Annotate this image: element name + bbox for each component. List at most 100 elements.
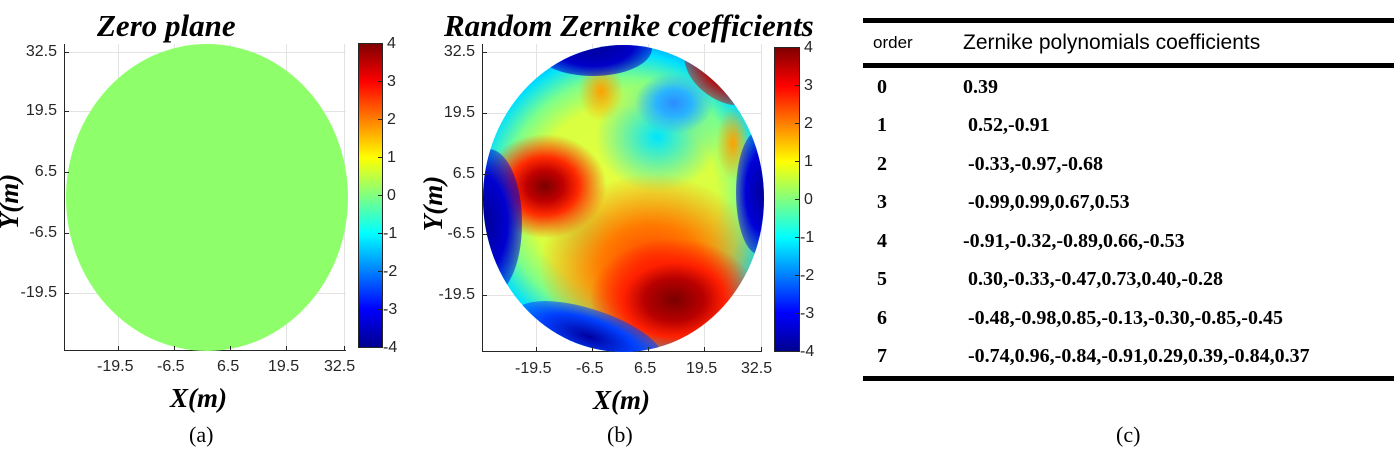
colorbar-label: -3	[383, 301, 398, 318]
colorbar-label: 0	[387, 187, 396, 204]
x-tick-mark	[174, 346, 175, 350]
y-tick-mark	[483, 295, 487, 296]
colorbar-tick	[795, 275, 799, 276]
y-tick-mark	[483, 174, 487, 175]
cell-order: 1	[877, 114, 887, 137]
edge-peak-upper-left	[483, 87, 503, 131]
y-tick-label: 6.5	[452, 165, 475, 182]
caption-b: (b)	[607, 422, 633, 447]
colorbar-label: 1	[387, 149, 396, 166]
plot-a-xlabel: X(m)	[170, 383, 227, 413]
colorbar-tick	[378, 157, 382, 158]
plot-b-axes	[482, 44, 764, 352]
plot-b-ylabel: Y(m)	[418, 175, 449, 232]
cell-coefficients: -0.91,-0.32,-0.89,0.66,-0.53	[963, 229, 1185, 252]
colorbar-tick	[378, 81, 382, 82]
cell-coefficients: 0.52,-0.91	[963, 114, 1050, 137]
colorbar-label: -3	[800, 305, 815, 322]
edge-trough-right	[735, 130, 764, 254]
zero-plane-surface	[66, 44, 348, 351]
y-tick-label: 19.5	[443, 104, 475, 121]
x-tick-mark	[648, 347, 649, 351]
cell-coefficients: -0.99,0.99,0.67,0.53	[963, 191, 1130, 214]
plot-b-colorbar	[774, 47, 800, 352]
colorbar-tick	[795, 123, 799, 124]
x-tick-mark	[344, 346, 345, 350]
y-tick-label: -19.5	[20, 284, 57, 301]
colorbar-tick	[378, 195, 382, 196]
colorbar-tick	[378, 271, 382, 272]
cell-coefficients: -0.33,-0.97,-0.68	[963, 152, 1103, 175]
x-tick-label: 6.5	[634, 360, 657, 377]
x-tick-label: 32.5	[741, 360, 773, 377]
colorbar-label: 2	[387, 111, 396, 128]
y-tick-mark	[65, 111, 69, 112]
caption-a: (a)	[189, 422, 214, 447]
cell-order: 5	[877, 268, 887, 291]
colorbar-label: 0	[804, 191, 813, 208]
table-row: 5 0.30,-0.33,-0.47,0.73,0.40,-0.28	[863, 261, 1394, 300]
header-coefficients: Zernike polynomials coefficients	[963, 18, 1394, 68]
x-tick-mark	[230, 346, 231, 350]
plot-b-xlabel: X(m)	[593, 385, 650, 415]
colorbar-tick	[795, 237, 799, 238]
edge-trough-left	[483, 149, 523, 297]
y-tick-label: -6.5	[29, 224, 57, 241]
table-row: 6 -0.48,-0.98,0.85,-0.13,-0.30,-0.85,-0.…	[863, 299, 1394, 338]
x-tick-label: -19.5	[515, 360, 552, 377]
x-tick-label: 6.5	[217, 358, 240, 375]
plot-a-axes	[64, 44, 348, 351]
y-tick-label: 32.5	[443, 43, 475, 60]
colorbar-tick	[378, 233, 382, 234]
cell-order: 3	[877, 191, 887, 214]
header-order: order	[863, 18, 963, 68]
colorbar-label: 2	[804, 115, 813, 132]
table-row: 4 -0.91,-0.32,-0.89,0.66,-0.53	[863, 222, 1394, 261]
x-tick-label: -6.5	[157, 358, 185, 375]
colorbar-label: 3	[804, 77, 813, 94]
colorbar-label: 1	[804, 153, 813, 170]
y-tick-mark	[65, 233, 69, 234]
zernike-surface	[483, 45, 764, 352]
colorbar-tick	[378, 309, 382, 310]
edge-trough-top	[533, 45, 652, 76]
y-tick-mark	[483, 52, 487, 53]
x-tick-label: 19.5	[686, 360, 718, 377]
colorbar-tick	[795, 161, 799, 162]
plot-b-title: Random Zernike coefficients	[444, 8, 814, 43]
colorbar-tick	[795, 313, 799, 314]
colorbar-label: 3	[387, 73, 396, 90]
plot-a-ylabel: Y(m)	[0, 173, 25, 230]
x-tick-label: -6.5	[576, 360, 604, 377]
table-header-row: order Zernike polynomials coefficients	[863, 18, 1394, 68]
y-tick-label: 32.5	[25, 43, 57, 60]
zernike-coefficients-table: order Zernike polynomials coefficients 0…	[863, 18, 1394, 381]
plot-a-title: Zero plane	[97, 8, 236, 43]
edge-trough-bottom-left	[506, 286, 671, 352]
colorbar-label: 4	[804, 39, 813, 56]
x-tick-mark	[592, 347, 593, 351]
colorbar-label: -1	[800, 229, 815, 246]
x-tick-mark	[536, 347, 537, 351]
y-tick-label: -19.5	[438, 286, 475, 303]
y-tick-label: 19.5	[25, 102, 57, 119]
colorbar-label: 4	[387, 35, 396, 52]
y-tick-mark	[65, 52, 69, 53]
colorbar-tick	[795, 199, 799, 200]
colorbar-label: -4	[800, 343, 815, 360]
colorbar-tick	[378, 119, 382, 120]
x-tick-label: -19.5	[97, 358, 134, 375]
colorbar-label: -1	[383, 225, 398, 242]
x-tick-mark	[704, 347, 705, 351]
x-tick-mark	[118, 346, 119, 350]
y-tick-mark	[483, 113, 487, 114]
x-tick-mark	[286, 346, 287, 350]
x-tick-label: 19.5	[268, 358, 300, 375]
y-tick-label: 6.5	[34, 163, 57, 180]
caption-c: (c)	[1116, 422, 1141, 447]
table-row: 2 -0.33,-0.97,-0.68	[863, 145, 1394, 184]
cell-order: 6	[877, 306, 887, 329]
cell-order: 2	[877, 152, 887, 175]
plot-a-colorbar	[358, 43, 383, 348]
cell-coefficients: -0.48,-0.98,0.85,-0.13,-0.30,-0.85,-0.45	[963, 306, 1283, 329]
